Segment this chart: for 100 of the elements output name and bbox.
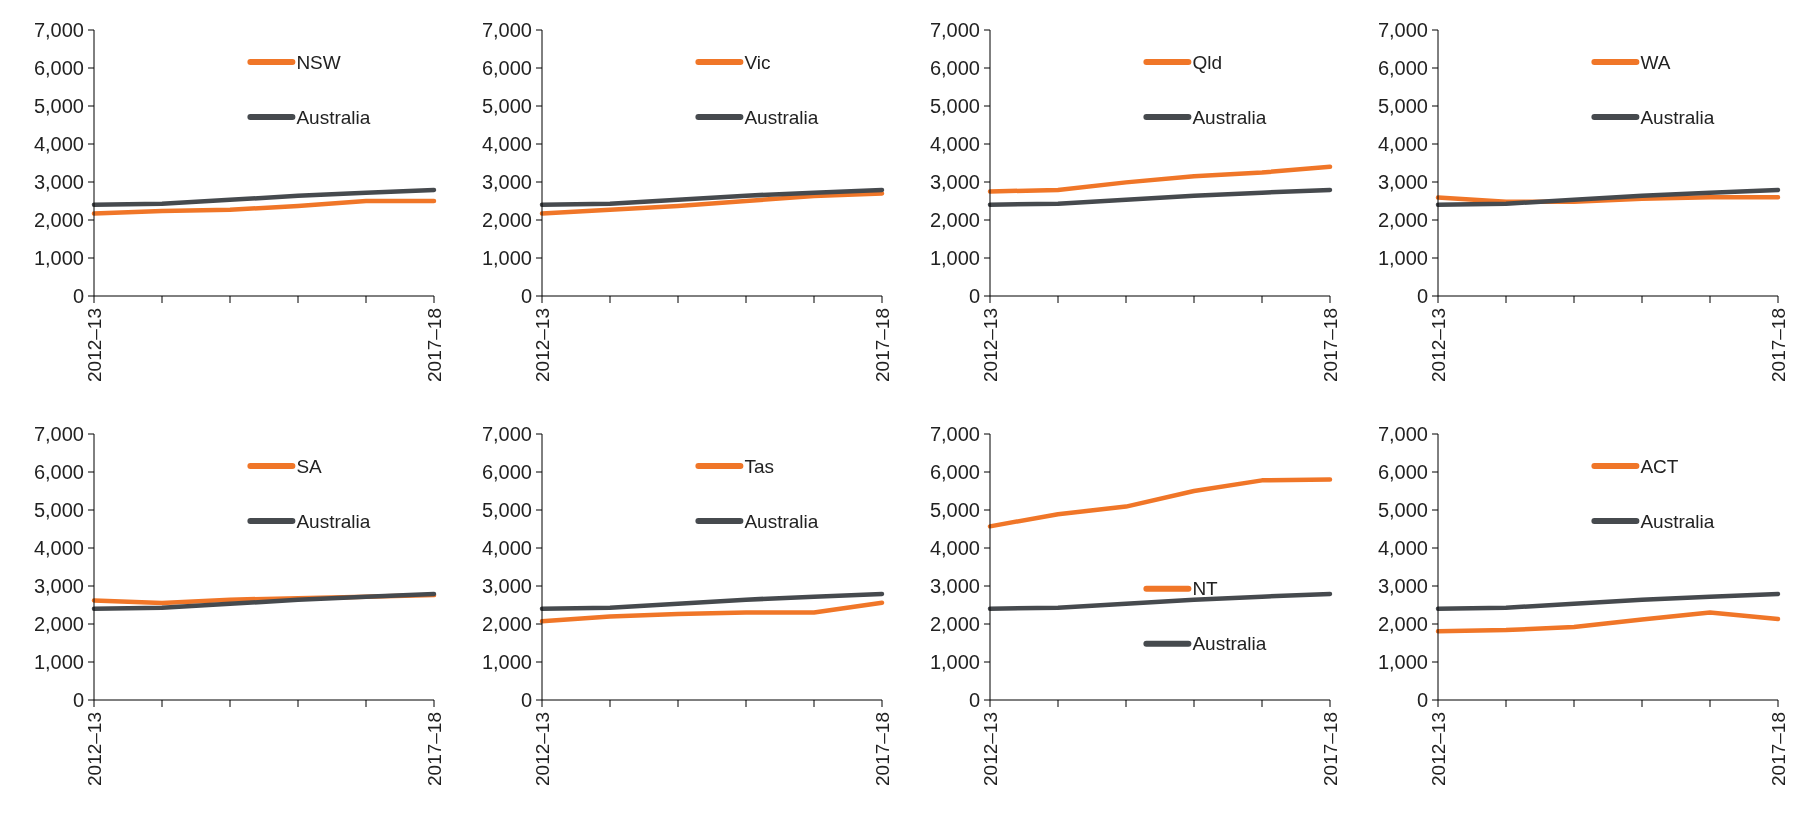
- legend-label: NSW: [296, 51, 341, 73]
- line-series: [987, 477, 1333, 529]
- y-tick-label: 3,000: [33, 171, 84, 193]
- y-tick-label: 7,000: [481, 423, 532, 445]
- y-tick-label: 3,000: [481, 575, 532, 597]
- y-tick-label: 5,000: [481, 95, 532, 117]
- y-tick-label: 4,000: [929, 537, 980, 559]
- legend-label: Qld: [1192, 51, 1222, 73]
- line-series: [91, 187, 437, 208]
- y-tick-label: 5,000: [1377, 95, 1428, 117]
- y-tick-label: 2,000: [481, 209, 532, 231]
- y-tick-label: 5,000: [1377, 499, 1428, 521]
- y-tick-label: 0: [968, 285, 980, 307]
- y-tick-label: 2,000: [1377, 613, 1428, 635]
- y-tick-label: 2,000: [33, 209, 84, 231]
- y-tick-label: 5,000: [481, 499, 532, 521]
- legend-label: WA: [1640, 51, 1671, 73]
- line-series: [91, 198, 437, 216]
- y-tick-label: 2,000: [929, 209, 980, 231]
- y-tick-label: 0: [520, 689, 532, 711]
- legend-label: Australia: [1192, 106, 1267, 128]
- x-tick-label: 2017–18: [1767, 712, 1789, 786]
- x-tick-label: 2017–18: [871, 308, 893, 382]
- y-tick-label: 1,000: [929, 651, 980, 673]
- line-series: [1435, 187, 1781, 208]
- legend-label: ACT: [1640, 455, 1679, 477]
- line-series: [1435, 610, 1781, 634]
- y-tick-label: 6,000: [929, 57, 980, 79]
- x-tick-label: 2017–18: [1319, 712, 1341, 786]
- y-tick-label: 3,000: [481, 171, 532, 193]
- legend-label: Australia: [744, 106, 819, 128]
- y-tick-label: 4,000: [1377, 133, 1428, 155]
- y-tick-label: 5,000: [929, 95, 980, 117]
- y-tick-label: 7,000: [481, 19, 532, 41]
- y-tick-label: 3,000: [929, 575, 980, 597]
- y-tick-label: 4,000: [1377, 537, 1428, 559]
- y-tick-label: 5,000: [33, 499, 84, 521]
- line-series: [539, 187, 885, 208]
- y-tick-label: 6,000: [481, 57, 532, 79]
- y-tick-label: 0: [968, 689, 980, 711]
- y-tick-label: 5,000: [929, 499, 980, 521]
- legend-label: SA: [296, 455, 323, 477]
- legend-label: Australia: [1640, 510, 1715, 532]
- y-tick-label: 7,000: [1377, 423, 1428, 445]
- y-tick-label: 4,000: [929, 133, 980, 155]
- y-tick-label: 7,000: [33, 423, 84, 445]
- x-tick-label: 2017–18: [871, 712, 893, 786]
- y-tick-label: 1,000: [481, 247, 532, 269]
- line-series: [987, 164, 1333, 194]
- y-tick-label: 3,000: [1377, 171, 1428, 193]
- y-tick-label: 1,000: [33, 247, 84, 269]
- x-tick-label: 2012–13: [531, 712, 553, 786]
- y-tick-label: 6,000: [33, 57, 84, 79]
- y-tick-label: 6,000: [33, 461, 84, 483]
- legend-label: NT: [1192, 578, 1219, 600]
- y-tick-label: 4,000: [33, 537, 84, 559]
- legend-label: Australia: [744, 510, 819, 532]
- y-tick-label: 2,000: [929, 613, 980, 635]
- x-tick-label: 2012–13: [1427, 712, 1449, 786]
- line-series: [987, 187, 1333, 208]
- line-series: [539, 591, 885, 612]
- line-series: [539, 600, 885, 624]
- y-tick-label: 2,000: [1377, 209, 1428, 231]
- y-tick-label: 1,000: [1377, 651, 1428, 673]
- y-tick-label: 6,000: [481, 461, 532, 483]
- y-tick-label: 2,000: [481, 613, 532, 635]
- y-tick-label: 5,000: [33, 95, 84, 117]
- y-tick-label: 1,000: [33, 651, 84, 673]
- y-tick-label: 0: [1416, 689, 1428, 711]
- y-tick-label: 0: [1416, 285, 1428, 307]
- y-tick-label: 1,000: [481, 651, 532, 673]
- y-tick-label: 6,000: [1377, 57, 1428, 79]
- y-tick-label: 0: [72, 285, 84, 307]
- y-tick-label: 3,000: [1377, 575, 1428, 597]
- legend-label: Australia: [296, 106, 371, 128]
- legend-label: Australia: [1640, 106, 1715, 128]
- line-series: [91, 591, 437, 612]
- x-tick-label: 2012–13: [83, 712, 105, 786]
- x-tick-label: 2012–13: [1427, 308, 1449, 382]
- legend-label: Australia: [296, 510, 371, 532]
- y-tick-label: 6,000: [1377, 461, 1428, 483]
- x-tick-label: 2017–18: [423, 308, 445, 382]
- y-tick-label: 4,000: [481, 537, 532, 559]
- y-tick-label: 6,000: [929, 461, 980, 483]
- legend-label: Vic: [744, 51, 771, 73]
- x-tick-label: 2017–18: [1767, 308, 1789, 382]
- y-tick-label: 7,000: [929, 19, 980, 41]
- y-tick-label: 1,000: [1377, 247, 1428, 269]
- y-tick-label: 0: [72, 689, 84, 711]
- y-tick-label: 1,000: [929, 247, 980, 269]
- x-tick-label: 2017–18: [423, 712, 445, 786]
- y-tick-label: 4,000: [33, 133, 84, 155]
- x-tick-label: 2012–13: [83, 308, 105, 382]
- y-tick-label: 3,000: [33, 575, 84, 597]
- x-tick-label: 2012–13: [979, 308, 1001, 382]
- y-tick-label: 4,000: [481, 133, 532, 155]
- legend-label: Tas: [744, 455, 774, 477]
- y-tick-label: 7,000: [929, 423, 980, 445]
- y-tick-label: 0: [520, 285, 532, 307]
- line-series: [1435, 591, 1781, 612]
